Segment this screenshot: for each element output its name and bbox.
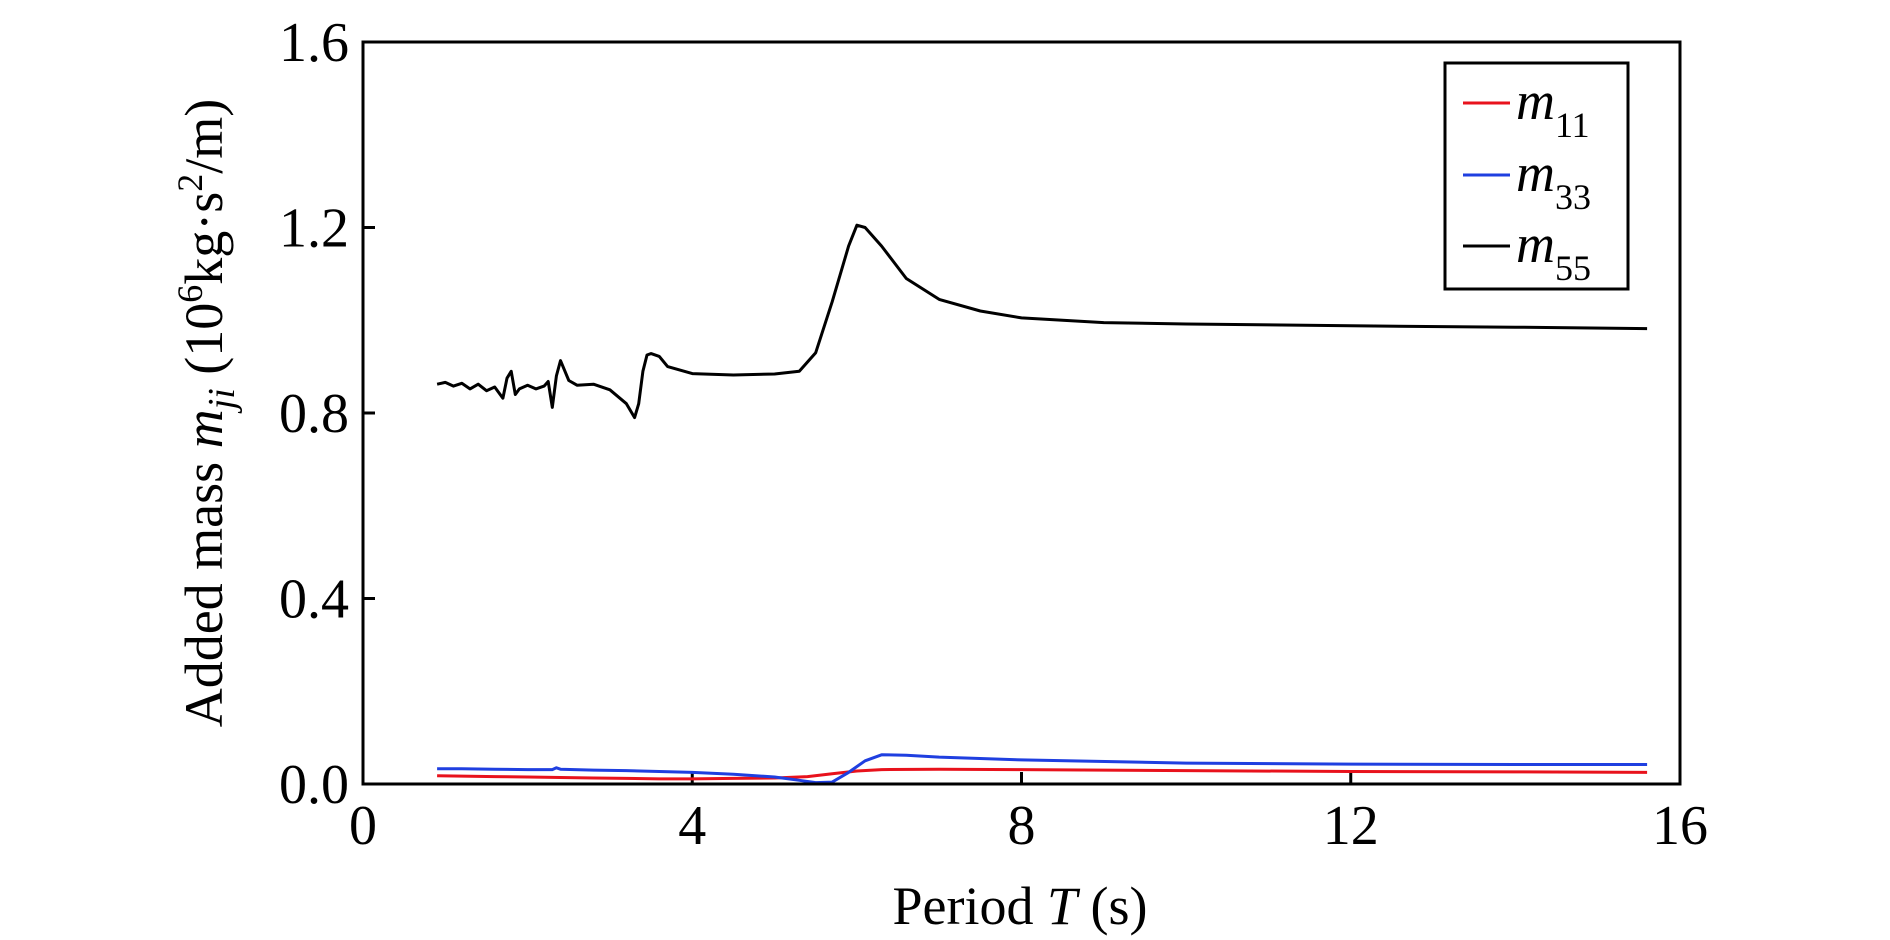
legend-label-m55: m55 bbox=[1516, 214, 1591, 288]
y-tick-label: 0.4 bbox=[279, 569, 349, 631]
x-tick-label: 0 bbox=[349, 795, 377, 857]
x-tick-label: 4 bbox=[678, 795, 706, 857]
x-tick-label: 12 bbox=[1323, 795, 1379, 857]
plot-frame bbox=[361, 40, 1682, 786]
y-tick-label: 0.0 bbox=[279, 754, 349, 816]
x-tick-label: 8 bbox=[1008, 795, 1036, 857]
series-lines bbox=[436, 223, 1648, 785]
x-tick-label: 16 bbox=[1652, 795, 1708, 857]
ticks-layer: 0 4 8 12 16 0.0 0.4 0.8 1.2 1.6 bbox=[279, 12, 1708, 857]
series-line-m55 bbox=[436, 223, 1648, 420]
legend-label-m11: m11 bbox=[1516, 71, 1590, 145]
y-tick-label: 1.2 bbox=[279, 198, 349, 260]
y-axis-label: Added mass mji (106kg·s2/m) bbox=[170, 99, 243, 728]
y-tick-label: 0.8 bbox=[279, 383, 349, 445]
y-tick-label: 1.6 bbox=[279, 12, 349, 74]
legend-label-m33: m33 bbox=[1516, 143, 1591, 217]
series-line-m33 bbox=[437, 753, 1648, 785]
x-axis-label: Period T (s) bbox=[892, 876, 1147, 936]
